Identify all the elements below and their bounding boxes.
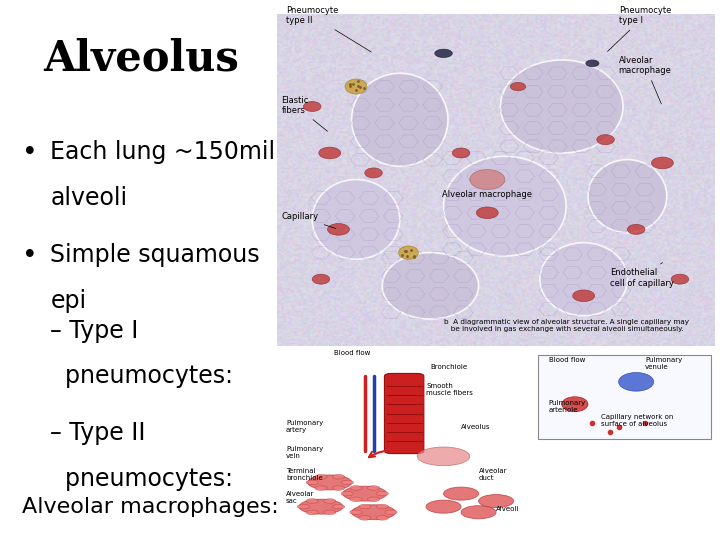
Ellipse shape xyxy=(312,274,330,284)
Ellipse shape xyxy=(435,49,452,57)
Text: Alveolar
duct: Alveolar duct xyxy=(479,469,507,482)
Ellipse shape xyxy=(343,486,387,501)
Text: Pneumocyte
type II: Pneumocyte type II xyxy=(286,6,371,52)
Text: Pulmonary
vein: Pulmonary vein xyxy=(286,446,323,459)
Ellipse shape xyxy=(376,491,388,496)
Text: Alveolar
sac: Alveolar sac xyxy=(286,491,315,504)
Ellipse shape xyxy=(461,506,496,519)
Text: Each lung ~150mil: Each lung ~150mil xyxy=(50,140,276,164)
Text: pneumocytes:: pneumocytes: xyxy=(50,467,233,491)
Text: •: • xyxy=(22,243,37,269)
Ellipse shape xyxy=(299,499,343,514)
Text: Endothelial
cell of capillary: Endothelial cell of capillary xyxy=(610,262,674,288)
Ellipse shape xyxy=(586,60,599,66)
Ellipse shape xyxy=(345,79,367,94)
Ellipse shape xyxy=(376,516,388,520)
Ellipse shape xyxy=(323,510,336,515)
Ellipse shape xyxy=(477,207,498,219)
FancyBboxPatch shape xyxy=(384,374,424,454)
FancyBboxPatch shape xyxy=(538,355,711,438)
Text: Elastic
fibers: Elastic fibers xyxy=(282,96,328,131)
Text: epi: epi xyxy=(50,289,86,313)
Ellipse shape xyxy=(385,510,397,515)
Ellipse shape xyxy=(359,516,371,520)
Ellipse shape xyxy=(333,504,345,509)
Text: Terminal
bronchiole: Terminal bronchiole xyxy=(286,469,323,482)
Text: Pulmonary
venule: Pulmonary venule xyxy=(645,357,682,370)
Text: Pulmonary
arteriole: Pulmonary arteriole xyxy=(549,401,586,414)
Ellipse shape xyxy=(562,397,588,411)
Ellipse shape xyxy=(306,510,318,515)
Ellipse shape xyxy=(479,495,513,508)
Text: Alveolar
macrophage: Alveolar macrophage xyxy=(618,56,672,104)
Text: •: • xyxy=(22,140,37,166)
Ellipse shape xyxy=(365,168,382,178)
Text: Pulmonary
artery: Pulmonary artery xyxy=(286,420,323,433)
Ellipse shape xyxy=(470,170,505,190)
Ellipse shape xyxy=(418,447,470,465)
Ellipse shape xyxy=(597,134,614,145)
Ellipse shape xyxy=(333,475,345,479)
Ellipse shape xyxy=(540,242,627,316)
Ellipse shape xyxy=(315,486,327,490)
Ellipse shape xyxy=(367,497,379,502)
Ellipse shape xyxy=(426,500,461,513)
Text: – Type I: – Type I xyxy=(50,319,139,342)
Ellipse shape xyxy=(341,480,354,485)
Text: Alveolus: Alveolus xyxy=(43,38,239,80)
Ellipse shape xyxy=(588,160,667,233)
Ellipse shape xyxy=(341,491,354,496)
Ellipse shape xyxy=(652,157,673,169)
Text: Smooth
muscle fibers: Smooth muscle fibers xyxy=(426,383,473,396)
Text: Capillary network on
surface of alveolus: Capillary network on surface of alveolus xyxy=(601,414,673,427)
Ellipse shape xyxy=(306,499,318,503)
Ellipse shape xyxy=(351,505,395,519)
Ellipse shape xyxy=(350,486,362,490)
Text: alveoli: alveoli xyxy=(50,186,127,210)
Text: pneumocytes:: pneumocytes: xyxy=(50,364,233,388)
Ellipse shape xyxy=(671,274,689,284)
Ellipse shape xyxy=(328,224,349,235)
Text: Alveolus: Alveolus xyxy=(461,423,490,429)
Ellipse shape xyxy=(376,504,388,509)
Ellipse shape xyxy=(618,373,654,391)
Ellipse shape xyxy=(350,510,362,515)
Ellipse shape xyxy=(333,486,345,490)
Ellipse shape xyxy=(367,486,379,490)
Text: – Type II: – Type II xyxy=(50,421,146,445)
Ellipse shape xyxy=(303,102,321,111)
Text: Capillary: Capillary xyxy=(282,212,336,228)
Ellipse shape xyxy=(306,480,318,485)
Text: Blood flow: Blood flow xyxy=(334,350,371,356)
Text: Pneumocyte
type I: Pneumocyte type I xyxy=(608,6,671,51)
Ellipse shape xyxy=(444,487,479,500)
Text: Copyright© Prist. McGraw-Hill Companies, Inc. Permission required for reproducti: Copyright© Prist. McGraw-Hill Companies,… xyxy=(288,338,548,343)
Ellipse shape xyxy=(350,497,362,502)
Text: Alveoli: Alveoli xyxy=(496,505,519,511)
Text: Bronchiole: Bronchiole xyxy=(431,364,467,370)
Ellipse shape xyxy=(399,246,418,259)
Ellipse shape xyxy=(510,83,526,91)
Ellipse shape xyxy=(308,475,351,490)
Text: b  A diagrammatic view of alveolar structure. A single capillary may
   be invol: b A diagrammatic view of alveolar struct… xyxy=(444,319,688,332)
Ellipse shape xyxy=(572,290,595,302)
Text: Simple squamous: Simple squamous xyxy=(50,243,260,267)
Ellipse shape xyxy=(627,225,645,234)
Text: Blood flow: Blood flow xyxy=(549,357,585,363)
Ellipse shape xyxy=(351,73,448,166)
Ellipse shape xyxy=(319,147,341,159)
Ellipse shape xyxy=(382,253,479,319)
Ellipse shape xyxy=(312,179,400,259)
Text: Alveolar macrophage: Alveolar macrophage xyxy=(442,190,532,199)
Ellipse shape xyxy=(444,156,566,256)
Ellipse shape xyxy=(359,504,371,509)
Text: Alveolar macrophages:: Alveolar macrophages: xyxy=(22,497,279,517)
Ellipse shape xyxy=(323,499,336,503)
Ellipse shape xyxy=(297,504,310,509)
Ellipse shape xyxy=(452,148,470,158)
Ellipse shape xyxy=(315,475,327,479)
Ellipse shape xyxy=(500,60,623,153)
